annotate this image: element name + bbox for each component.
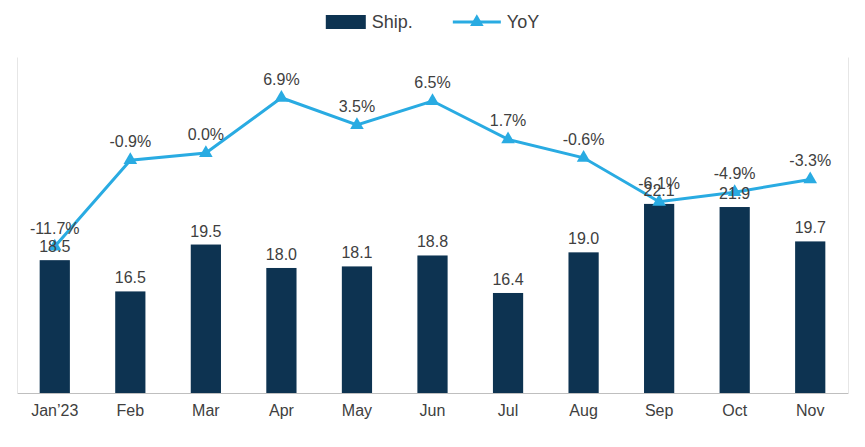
data-label: 3.5%: [339, 98, 375, 115]
bar: [417, 255, 447, 393]
x-tick-label: Jan’23: [31, 402, 78, 419]
data-label: -0.6%: [563, 131, 605, 148]
x-tick-label: Mar: [192, 402, 220, 419]
marker: [577, 150, 591, 162]
x-tick-label: Jun: [420, 402, 446, 419]
x-tick-label: Aug: [569, 402, 597, 419]
x-tick: Feb: [117, 402, 145, 419]
legend-item: Ship.: [326, 12, 413, 32]
x-axis-line: [18, 393, 849, 394]
chart: 18.516.519.518.018.118.816.419.022.121.9…: [0, 0, 865, 447]
x-tick-label: Apr: [269, 402, 295, 419]
data-label: 18.0: [266, 246, 297, 263]
data-label: 19.0: [568, 230, 599, 247]
x-tick-label: Jul: [498, 402, 518, 419]
x-tick: Jan’23: [31, 402, 78, 419]
marker: [426, 93, 440, 105]
data-label: 21.9: [719, 185, 750, 202]
legend-marker: [470, 14, 484, 26]
x-tick: Jun: [420, 402, 446, 419]
x-tick-label: Sep: [645, 402, 674, 419]
data-label: 16.5: [115, 269, 146, 286]
x-tick: Mar: [192, 402, 220, 419]
bar: [568, 252, 598, 393]
y2-axis-line: [848, 58, 849, 394]
data-label: 0.0%: [188, 126, 224, 143]
bar: [493, 293, 523, 393]
y2-axis: [848, 58, 849, 394]
data-label: -6.1%: [638, 175, 680, 192]
x-tick-label: Oct: [722, 402, 747, 419]
bar: [266, 268, 296, 393]
x-tick: Oct: [722, 402, 747, 419]
bar: [191, 245, 221, 393]
x-axis: Jan’23 Feb Mar Apr May Jun Jul Aug Sep Oct Nov: [18, 394, 849, 420]
x-tick: Aug: [569, 402, 597, 419]
data-label: 19.5: [190, 223, 221, 240]
marker: [501, 132, 515, 144]
legend: Ship. YoY: [326, 12, 539, 32]
marker: [199, 145, 213, 157]
legend-label: Ship.: [372, 12, 413, 32]
bar: [720, 207, 750, 393]
data-label: 16.4: [492, 271, 523, 288]
data-label: 19.7: [795, 219, 826, 236]
plot-marks: [40, 90, 826, 393]
x-tick-label: Feb: [117, 402, 145, 419]
data-labels: 18.516.519.518.018.118.816.419.022.121.9…: [30, 71, 831, 288]
bar: [115, 291, 145, 393]
data-label: 18.1: [341, 244, 372, 261]
data-label: -0.9%: [109, 133, 151, 150]
x-tick-label: May: [342, 402, 372, 419]
x-tick: May: [342, 402, 372, 419]
data-label: -3.3%: [789, 152, 831, 169]
line: [55, 98, 810, 247]
x-tick: Jul: [498, 402, 518, 419]
bar: [795, 241, 825, 393]
data-label: -11.7%: [30, 220, 80, 237]
marker: [350, 117, 364, 129]
marker: [803, 172, 817, 184]
y-axis-line: [17, 58, 18, 394]
x-tick: Sep: [645, 402, 674, 419]
x-tick: Nov: [796, 402, 824, 419]
data-label: 18.8: [417, 233, 448, 250]
bar: [342, 266, 372, 393]
data-label: 18.5: [39, 238, 70, 255]
data-label: 1.7%: [490, 112, 526, 129]
bar: [644, 204, 674, 393]
data-label: -4.9%: [714, 165, 756, 182]
y-axis: [17, 58, 18, 394]
marker: [124, 152, 138, 164]
data-label: 6.5%: [414, 74, 450, 91]
x-tick: Apr: [269, 402, 295, 419]
bar: [40, 260, 70, 393]
legend-item: YoY: [453, 12, 539, 32]
legend-label: YoY: [507, 12, 539, 32]
legend-swatch: [326, 15, 366, 29]
x-tick-label: Nov: [796, 402, 824, 419]
marker: [275, 90, 289, 102]
data-label: 6.9%: [263, 71, 299, 88]
